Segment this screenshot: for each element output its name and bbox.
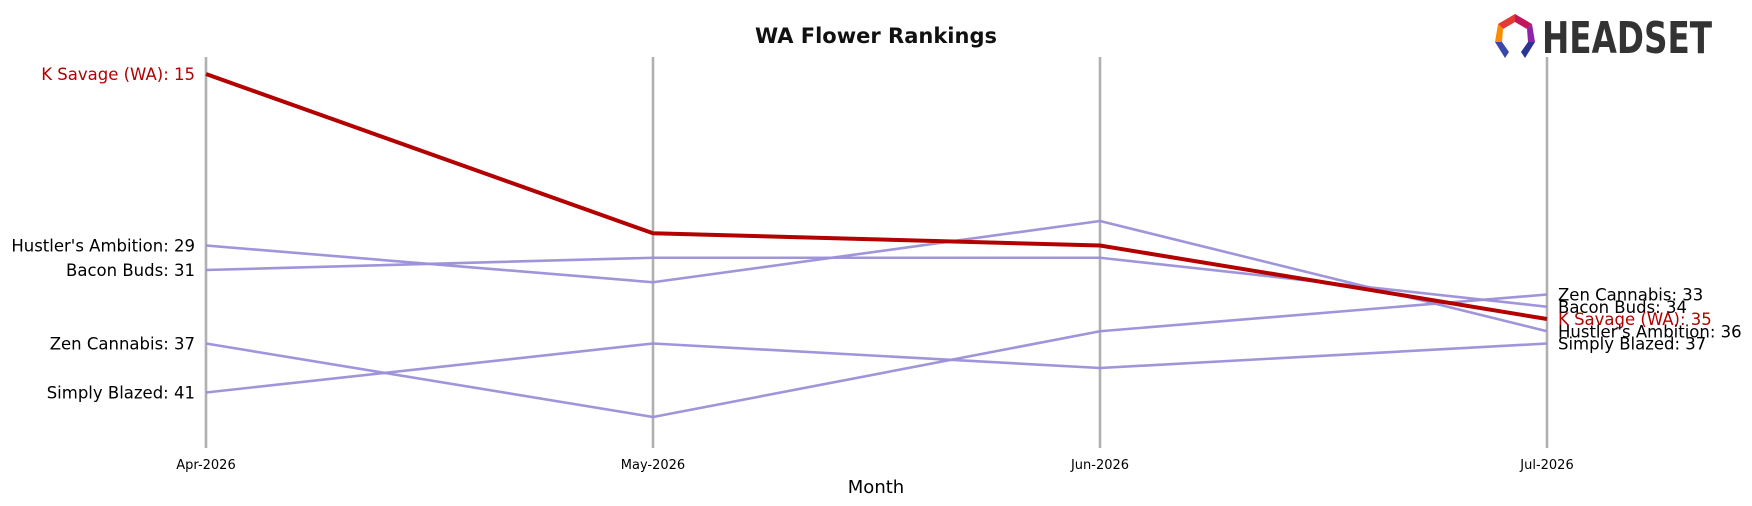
headset-logo-text: HEADSET xyxy=(1542,13,1712,64)
series-labels: K Savage (WA): 15 Hustler's Ambition: 29 B… xyxy=(11,65,1741,403)
headset-logo: HEADSET xyxy=(1495,13,1712,64)
left-label-hustler-s-ambition: Hustler's Ambition: 29 xyxy=(11,237,195,256)
series-line-simply-blazed xyxy=(205,342,1548,394)
left-label-bacon-buds: Bacon Buds: 31 xyxy=(66,261,195,280)
series-line-k-savage-wa xyxy=(205,72,1548,321)
grid-lines xyxy=(204,57,1549,448)
series-lines xyxy=(205,72,1548,419)
series-line-zen-cannabis xyxy=(205,293,1548,419)
headset-logo-icon xyxy=(1495,14,1535,58)
x-tick-apr-2026: Apr-2026 xyxy=(176,458,235,473)
left-label-simply-blazed: Simply Blazed: 41 xyxy=(47,384,195,403)
chart-title: WA Flower Rankings xyxy=(755,24,997,48)
left-label-zen-cannabis: Zen Cannabis: 37 xyxy=(50,335,195,354)
x-tick-jul-2026: Jul-2026 xyxy=(1519,458,1573,473)
x-tick-labels: Apr-2026 May-2026 Jun-2026 Jul-2026 xyxy=(176,458,1573,473)
x-tick-may-2026: May-2026 xyxy=(621,458,685,473)
right-label-simply-blazed: Simply Blazed: 37 xyxy=(1558,335,1706,354)
left-label-k-savage-wa: K Savage (WA): 15 xyxy=(41,65,195,84)
right-label-k-savage-wa: K Savage (WA): 35 xyxy=(1558,310,1712,329)
right-label-zen-cannabis: Zen Cannabis: 33 xyxy=(1558,286,1703,305)
x-tick-jun-2026: Jun-2026 xyxy=(1070,458,1129,473)
right-label-bacon-buds: Bacon Buds: 34 xyxy=(1558,298,1687,317)
x-axis-label: Month xyxy=(848,477,904,498)
right-label-hustler-s-ambition: Hustler's Ambition: 36 xyxy=(1558,322,1742,341)
